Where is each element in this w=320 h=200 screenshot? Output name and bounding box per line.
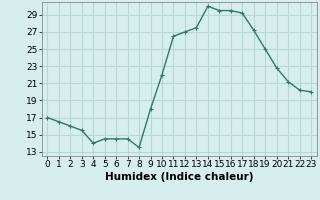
X-axis label: Humidex (Indice chaleur): Humidex (Indice chaleur) xyxy=(105,172,253,182)
